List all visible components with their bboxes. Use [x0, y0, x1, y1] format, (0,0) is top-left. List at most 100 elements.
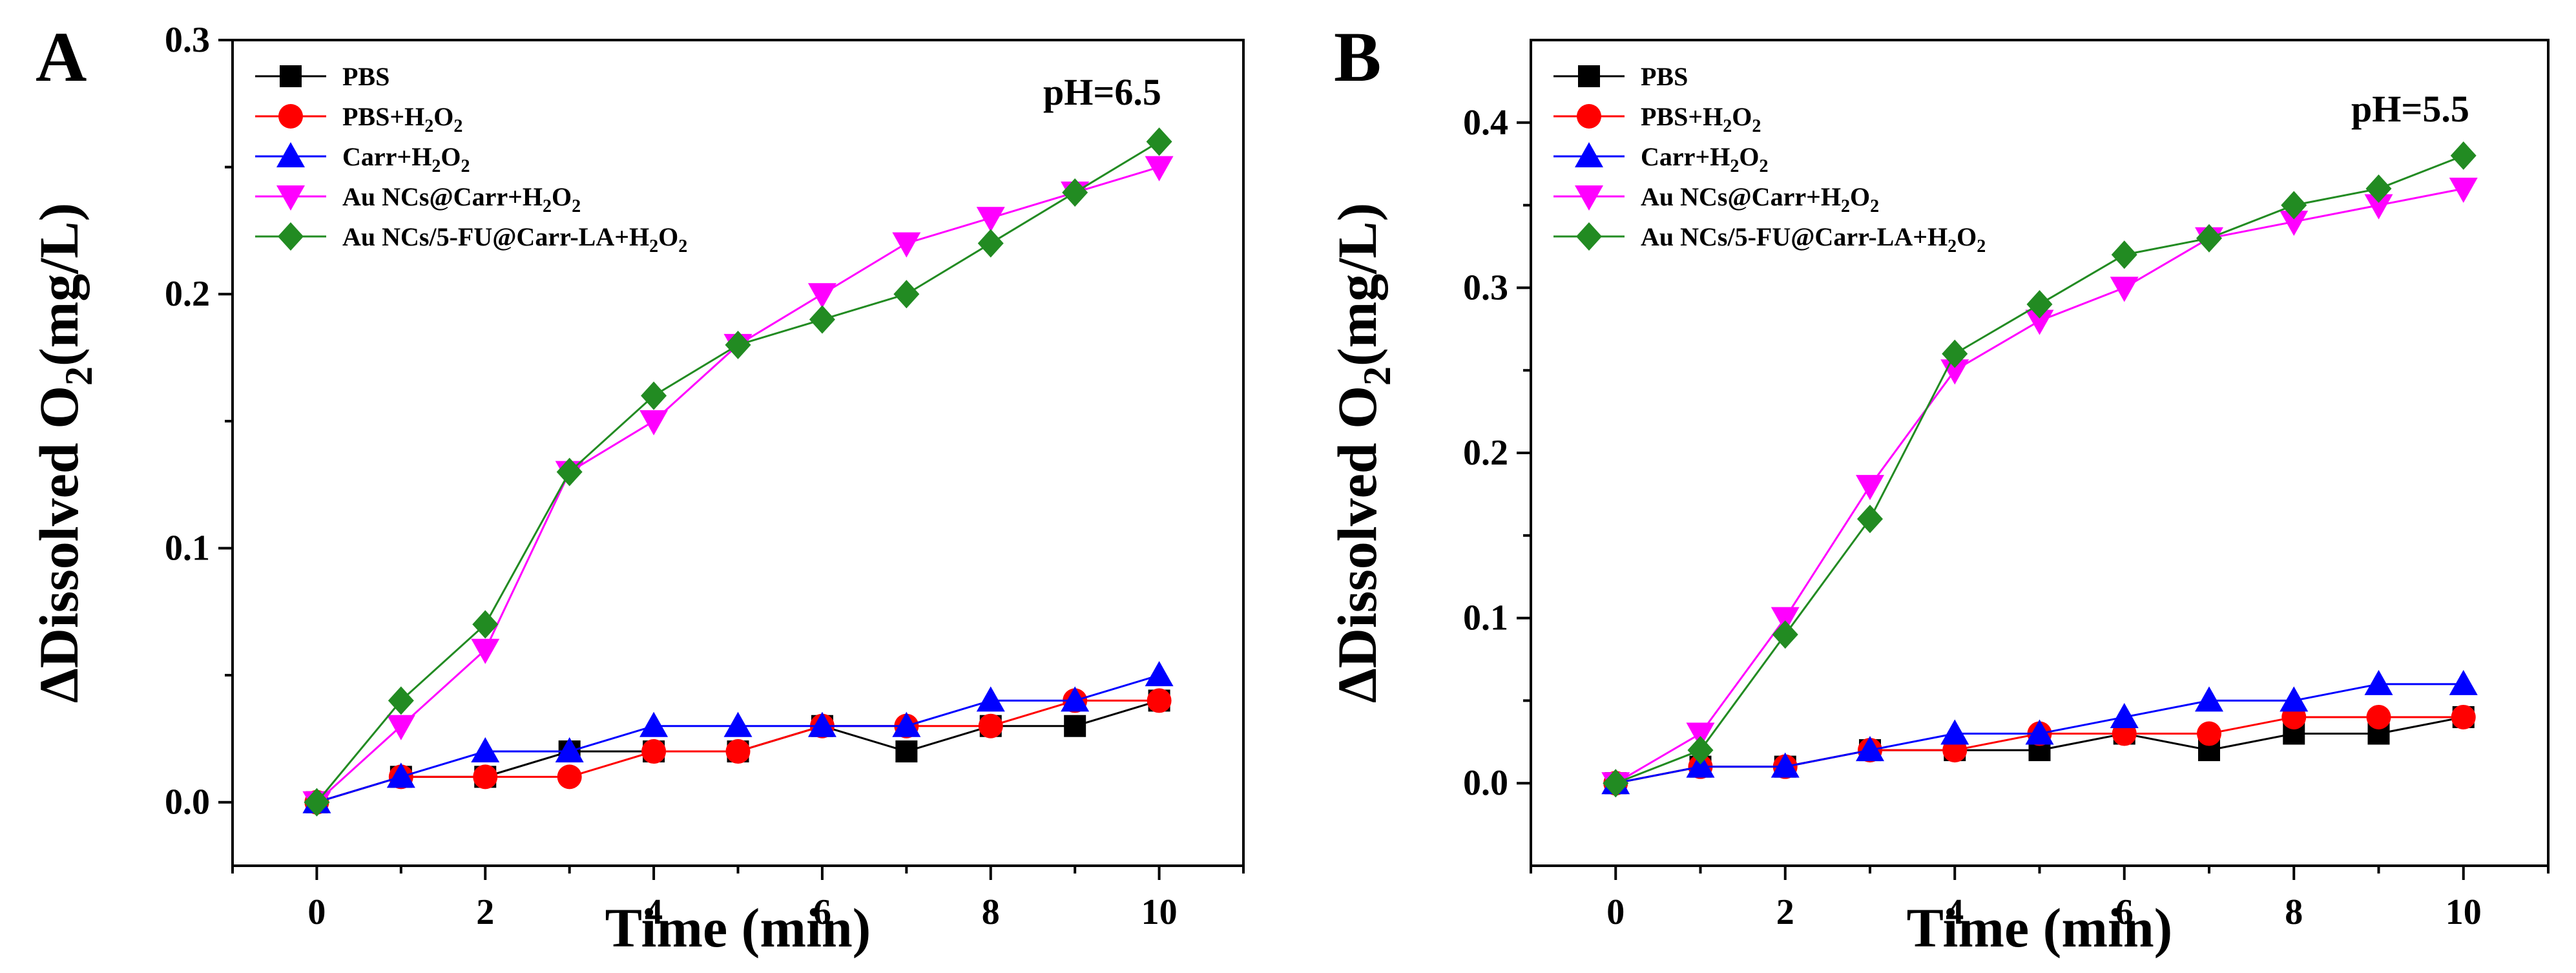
data-point	[1687, 736, 1714, 765]
data-point	[304, 788, 330, 817]
data-point	[725, 330, 751, 359]
data-point	[2111, 240, 2137, 269]
data-point	[1771, 752, 1800, 778]
data-point	[725, 739, 751, 764]
data-point	[557, 764, 582, 790]
data-point	[556, 457, 583, 486]
y-tick-label: 0.4	[1463, 103, 1508, 143]
legend-marker	[276, 142, 305, 167]
x-axis-label: Time (min)	[605, 897, 871, 959]
legend-marker	[278, 222, 304, 251]
data-point	[1940, 719, 1969, 745]
legend-label: PBS	[342, 62, 390, 91]
data-point	[639, 711, 669, 737]
x-tick-label: 2	[476, 892, 494, 932]
x-tick-label: 2	[1776, 892, 1794, 932]
legend-marker	[1575, 185, 1603, 211]
data-point	[1145, 661, 1174, 687]
data-point	[2365, 174, 2392, 204]
data-point	[2026, 289, 2053, 319]
legend-marker	[278, 104, 303, 129]
data-point	[977, 229, 1004, 258]
data-point	[1856, 475, 1884, 501]
legend-label: Carr+H2O2	[1641, 142, 1768, 176]
y-tick-label: 0.1	[165, 528, 210, 568]
data-point	[807, 711, 836, 737]
data-point	[472, 610, 499, 639]
legend-marker	[1576, 222, 1602, 251]
data-point	[2197, 721, 2221, 746]
data-point	[2450, 141, 2477, 170]
data-point	[2280, 686, 2309, 712]
legend-marker	[280, 65, 302, 87]
panel-a: A 0 2 4 6 8 10 0.0 0.1 0.2 0.3 Time (min) ΔDissolved…	[28, 17, 1245, 959]
data-point	[1771, 607, 1800, 633]
data-point	[1061, 686, 1090, 712]
legend-marker	[1578, 65, 1600, 87]
data-point	[1147, 688, 1172, 713]
data-point	[892, 232, 921, 258]
legend-label: Carr+H2O2	[342, 142, 470, 176]
legend-label: Au NCs@Carr+H2O2	[342, 182, 581, 216]
y-tick-label: 0.2	[1463, 433, 1508, 473]
data-point	[2110, 277, 2139, 302]
data-point	[639, 410, 669, 435]
x-tick-label: 10	[2446, 892, 2482, 932]
data-point	[895, 740, 918, 763]
data-point	[471, 638, 500, 664]
data-point	[807, 283, 836, 309]
data-point	[388, 686, 414, 715]
data-point	[1856, 736, 1884, 762]
data-point	[978, 713, 1003, 738]
x-axis-label: Time (min)	[1907, 897, 2173, 959]
y-axis-label: ΔDissolved O2(mg/L)	[28, 203, 100, 703]
y-tick-label: 0.0	[1463, 763, 1508, 803]
data-point	[976, 207, 1005, 233]
data-point	[471, 737, 500, 763]
panel-b: B 0 2 4 6 8 10 0.0 0.1 0.2 0.3 0.4 Time (min) ΔDissol…	[1326, 17, 2550, 959]
legend-label: Au NCs/5-FU@Carr-LA+H2O2	[342, 222, 687, 256]
panel-label: A	[36, 17, 87, 96]
data-point	[2196, 224, 2222, 253]
data-point	[2366, 704, 2391, 729]
legend-label: PBS+H2O2	[342, 102, 462, 136]
legend-marker	[1575, 142, 1603, 167]
series-diamond	[1603, 141, 2477, 798]
data-point	[1686, 722, 1715, 748]
data-point	[473, 764, 498, 790]
x-tick-label: 0	[307, 892, 326, 932]
y-tick-label: 0.2	[165, 274, 210, 314]
series-diamond	[304, 127, 1172, 817]
data-point	[1145, 156, 1174, 182]
data-point	[386, 715, 415, 740]
y-axis-label: ΔDissolved O2(mg/L)	[1326, 203, 1398, 703]
x-tick-label: 4	[645, 892, 663, 932]
legend-marker	[276, 185, 305, 211]
data-point	[1062, 178, 1088, 207]
x-tick-label: 6	[2115, 892, 2134, 932]
legend-label: Au NCs@Carr+H2O2	[1641, 182, 1879, 216]
data-point	[2195, 686, 2223, 712]
legend-label: PBS	[1641, 62, 1688, 91]
ph-annotation: pH=6.5	[1043, 71, 1161, 113]
y-tick-label: 0.1	[1463, 598, 1508, 638]
data-point	[2281, 191, 2307, 220]
data-point	[2449, 178, 2478, 204]
data-point	[2451, 704, 2476, 729]
ph-annotation: pH=5.5	[2351, 88, 2469, 130]
x-tick-label: 0	[1606, 892, 1625, 932]
legend-marker	[1577, 104, 1601, 129]
data-point	[1772, 620, 1798, 649]
x-tick-label: 4	[1946, 892, 1964, 932]
legend: PBS PBS+H2O2 Carr+H2O2 Au NCs@Carr+H2O2 Au N…	[255, 62, 687, 256]
data-point	[2364, 194, 2393, 220]
data-point	[2025, 309, 2054, 335]
data-point	[976, 686, 1005, 712]
legend-label: PBS+H2O2	[1641, 102, 1761, 136]
data-point	[641, 739, 667, 764]
data-point	[1064, 715, 1086, 737]
data-point	[809, 305, 835, 334]
data-point	[892, 711, 921, 737]
data-point	[2025, 719, 2054, 745]
y-tick-label: 0.0	[165, 782, 210, 822]
